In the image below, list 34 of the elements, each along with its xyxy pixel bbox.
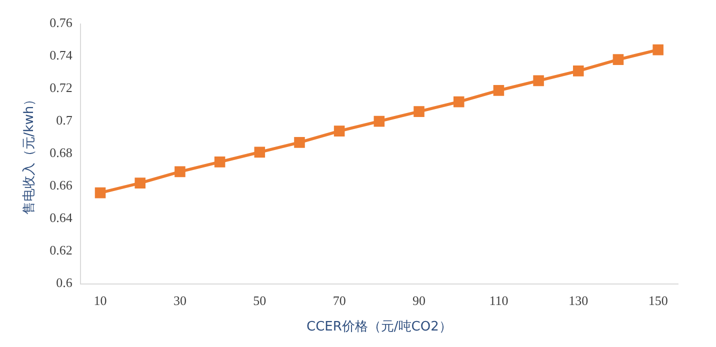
x-axis-title: CCER价格（元/吨CO2） — [306, 320, 452, 335]
y-tick-label: 0.66 — [50, 178, 73, 193]
x-tick-label: 130 — [568, 293, 588, 308]
point — [612, 54, 624, 65]
y-tick-label: 0.74 — [50, 48, 73, 63]
point — [294, 137, 305, 148]
y-axis-title: 售电收入（元/kwh） — [22, 92, 38, 215]
y-tick-label: 0.72 — [50, 80, 72, 96]
point — [214, 156, 226, 168]
point — [453, 96, 464, 108]
point — [94, 187, 106, 198]
y-tick-label: 0.62 — [50, 242, 72, 258]
y-tick-label: 0.64 — [50, 210, 73, 226]
point — [174, 166, 186, 178]
x-tick-label: 10 — [94, 293, 107, 308]
y-tick-label: 0.6 — [56, 275, 73, 290]
x-tick-label: 110 — [489, 293, 508, 308]
point — [652, 44, 664, 56]
y-tick-label: 0.7 — [56, 112, 73, 128]
point — [134, 178, 146, 188]
y-tick-label: 0.68 — [50, 145, 72, 160]
point — [493, 85, 504, 96]
x-tick-label: 70 — [332, 293, 346, 308]
point — [254, 146, 266, 158]
point — [374, 116, 385, 127]
x-tick-label: 50 — [253, 293, 266, 308]
point — [533, 75, 544, 86]
point — [334, 126, 345, 136]
x-tick-label: 90 — [412, 293, 426, 308]
point — [573, 66, 584, 76]
point — [414, 106, 424, 117]
y-tick-label: 0.76 — [50, 15, 73, 30]
x-tick-label: 30 — [173, 293, 186, 308]
x-tick-label: 150 — [648, 293, 668, 308]
